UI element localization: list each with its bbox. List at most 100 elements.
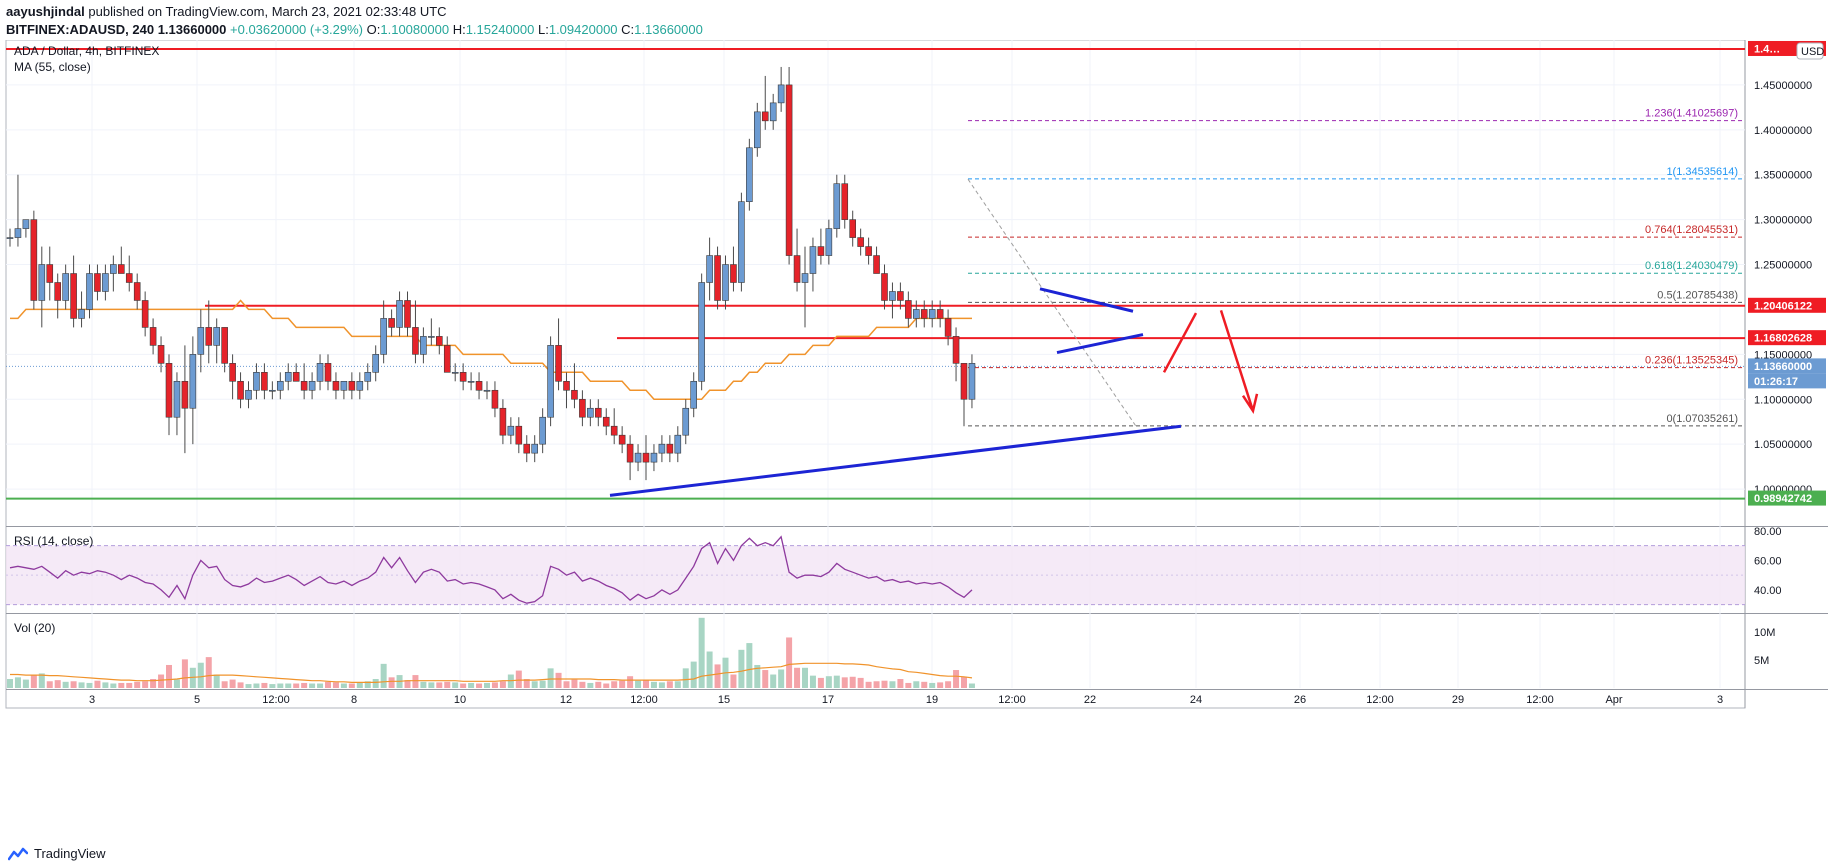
candle-body bbox=[46, 264, 54, 283]
triangle-lower-line bbox=[1056, 333, 1144, 355]
candle-body bbox=[70, 273, 77, 319]
time-axis[interactable]: 3 5 12:00 8 10 12 12:00 15 17 19 12:00 22 24 26 12:00 2… bbox=[89, 694, 1723, 706]
candle-body bbox=[769, 102, 777, 122]
volume-bar bbox=[730, 674, 737, 688]
volume-bar bbox=[571, 679, 578, 688]
volume-bar bbox=[134, 681, 141, 688]
publisher-name[interactable]: aayushjindal bbox=[6, 4, 85, 19]
price-tag-label: 1.20406122 bbox=[1754, 300, 1812, 312]
candle-body bbox=[531, 443, 539, 454]
volume-bar bbox=[380, 663, 387, 688]
volume-bar bbox=[277, 683, 284, 688]
candle-body bbox=[340, 380, 348, 391]
candle-body bbox=[125, 273, 133, 283]
candle-body bbox=[785, 84, 793, 256]
volume-bar bbox=[484, 682, 490, 688]
candle-body bbox=[960, 363, 968, 400]
price-tag bbox=[1748, 358, 1826, 374]
volume-bar bbox=[587, 682, 594, 688]
candle-body bbox=[920, 309, 928, 319]
candle-body bbox=[897, 291, 904, 301]
candle-body bbox=[793, 255, 801, 283]
candle-body bbox=[205, 327, 213, 346]
candle-body bbox=[118, 264, 125, 274]
price-chart[interactable]: 1.236(1.41025697) 1(1.34535614) 0.764(1.28… bbox=[0, 40, 1828, 840]
down-arrow-icon bbox=[1219, 309, 1259, 415]
volume-bar bbox=[674, 681, 681, 688]
candle-body bbox=[22, 219, 30, 229]
candle-body bbox=[276, 380, 284, 391]
volume-bar bbox=[245, 684, 252, 688]
volume-tick-label: 5M bbox=[1754, 655, 1769, 667]
rsi-label[interactable]: RSI (14, close) bbox=[14, 534, 93, 548]
candle-body bbox=[873, 255, 880, 274]
volume-bar bbox=[102, 682, 109, 688]
candle-body bbox=[133, 282, 141, 301]
fib-level-label: 0(1.07035261) bbox=[1666, 413, 1738, 425]
tradingview-logo-icon bbox=[8, 847, 28, 860]
candle-body bbox=[86, 273, 93, 310]
volume-bar bbox=[332, 682, 339, 688]
volume-bar bbox=[285, 683, 292, 688]
candle-body bbox=[467, 380, 475, 383]
close-label: C: bbox=[621, 22, 635, 37]
time-tick-label: 5 bbox=[194, 694, 200, 706]
volume-bar bbox=[197, 662, 204, 688]
time-tick-label: 12:00 bbox=[1526, 694, 1554, 706]
volume-bar bbox=[905, 682, 912, 688]
currency-badge[interactable] bbox=[1796, 42, 1824, 60]
candle-body bbox=[253, 372, 260, 391]
ma-label[interactable]: MA (55, close) bbox=[14, 60, 91, 74]
price-tick-label: 1.10000000 bbox=[1754, 394, 1812, 406]
time-tick-label: 15 bbox=[718, 694, 730, 706]
candle-body bbox=[642, 452, 650, 463]
rsi-tick-label: 80.00 bbox=[1754, 526, 1782, 538]
volume-bar bbox=[70, 681, 77, 688]
candle-body bbox=[308, 380, 316, 391]
volume-bar bbox=[229, 679, 236, 688]
fib-level-label: 1.236(1.41025697) bbox=[1645, 108, 1738, 120]
volume-bar bbox=[30, 675, 37, 688]
price-tick-label: 1.35000000 bbox=[1754, 170, 1812, 182]
candle-body bbox=[698, 282, 705, 382]
candle-body bbox=[912, 309, 920, 319]
candle-body bbox=[364, 372, 372, 382]
currency-label: USD bbox=[1801, 46, 1824, 58]
candle-body bbox=[809, 246, 817, 274]
volume-bar bbox=[213, 674, 220, 688]
volume-bar bbox=[825, 676, 832, 688]
candle-body bbox=[157, 345, 165, 364]
vol-label[interactable]: Vol (20) bbox=[14, 621, 55, 635]
time-tick-label: 26 bbox=[1294, 694, 1306, 706]
volume-bar bbox=[595, 681, 602, 688]
volume-bar bbox=[436, 682, 443, 688]
candle-body bbox=[722, 264, 729, 301]
price-tag-label: 01:26:17 bbox=[1754, 376, 1798, 388]
candle-body bbox=[6, 237, 14, 239]
price-axis[interactable]: 1.45000000 1.40000000 1.35000000 1.30000000… bbox=[1754, 80, 1812, 667]
candle-body bbox=[626, 443, 634, 463]
volume-bar bbox=[953, 670, 960, 688]
candle-body bbox=[499, 407, 507, 436]
fib-level-label: 0.618(1.24030479) bbox=[1645, 260, 1738, 272]
volume-bar bbox=[237, 682, 244, 688]
volume-bar bbox=[142, 681, 149, 688]
volume-bar bbox=[714, 664, 721, 688]
price-tags: 1.4… 1.20406122 1.16802628 1.13660000 01:26:… bbox=[1748, 40, 1826, 506]
candle-body bbox=[451, 372, 459, 374]
candle-body bbox=[165, 363, 173, 418]
candle-body bbox=[602, 416, 610, 427]
candle-body bbox=[857, 237, 864, 247]
candle-body bbox=[62, 273, 69, 301]
volume-bar bbox=[643, 680, 649, 688]
volume-bar bbox=[523, 679, 530, 688]
volume-bar bbox=[150, 679, 157, 688]
volume-bar bbox=[531, 681, 538, 688]
volume-bar bbox=[22, 679, 29, 688]
volume-bar bbox=[666, 681, 673, 688]
candle-body bbox=[316, 363, 324, 382]
volume-bar bbox=[857, 677, 864, 688]
volume-bar bbox=[841, 677, 848, 688]
volume-bar bbox=[317, 683, 324, 688]
tradingview-footer[interactable]: TradingView bbox=[8, 846, 106, 861]
